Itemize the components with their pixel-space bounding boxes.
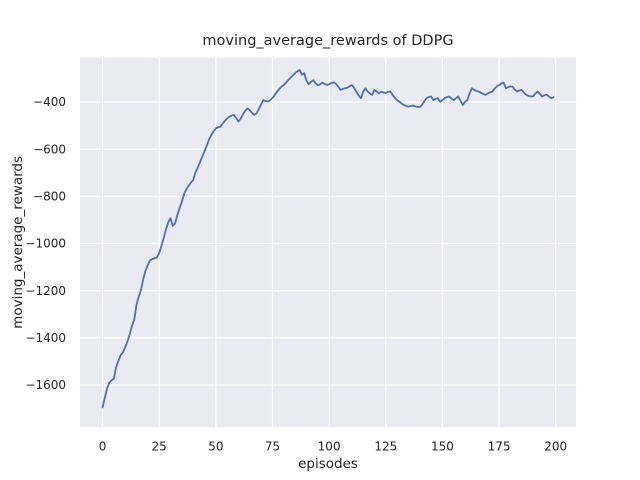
x-tick-label: 200: [544, 440, 567, 454]
y-tick-label: −1000: [25, 237, 66, 251]
y-tick-label: −600: [33, 142, 66, 156]
y-tick-label: −1200: [25, 284, 66, 298]
y-tick-label: −400: [33, 95, 66, 109]
chart-title: moving_average_rewards of DDPG: [202, 33, 453, 49]
series-layer: [101, 69, 555, 409]
y-axis-label: moving_average_rewards: [10, 156, 26, 329]
x-tick-label: 175: [488, 440, 511, 454]
x-axis-label: episodes: [298, 456, 358, 472]
x-tick-label: 100: [318, 440, 341, 454]
y-tick-labels: −400 −600 −800 −1000 −1200 −1400 −1600: [25, 95, 66, 392]
x-tick-labels: 0 25 50 75 100 125 150 175 200: [99, 440, 567, 454]
grid-layer: [80, 57, 576, 428]
x-tick-label: 25: [152, 440, 167, 454]
plot-area: [80, 57, 576, 428]
y-tick-label: −1400: [25, 331, 66, 345]
x-tick-label: 125: [374, 440, 397, 454]
x-tick-label: 50: [208, 440, 223, 454]
x-tick-label: 75: [265, 440, 280, 454]
x-tick-label: 150: [431, 440, 454, 454]
y-tick-label: −800: [33, 189, 66, 203]
y-tick-label: −1600: [25, 378, 66, 392]
data-line-moving_average_rewards: [101, 69, 555, 409]
x-tick-label: 0: [99, 440, 107, 454]
